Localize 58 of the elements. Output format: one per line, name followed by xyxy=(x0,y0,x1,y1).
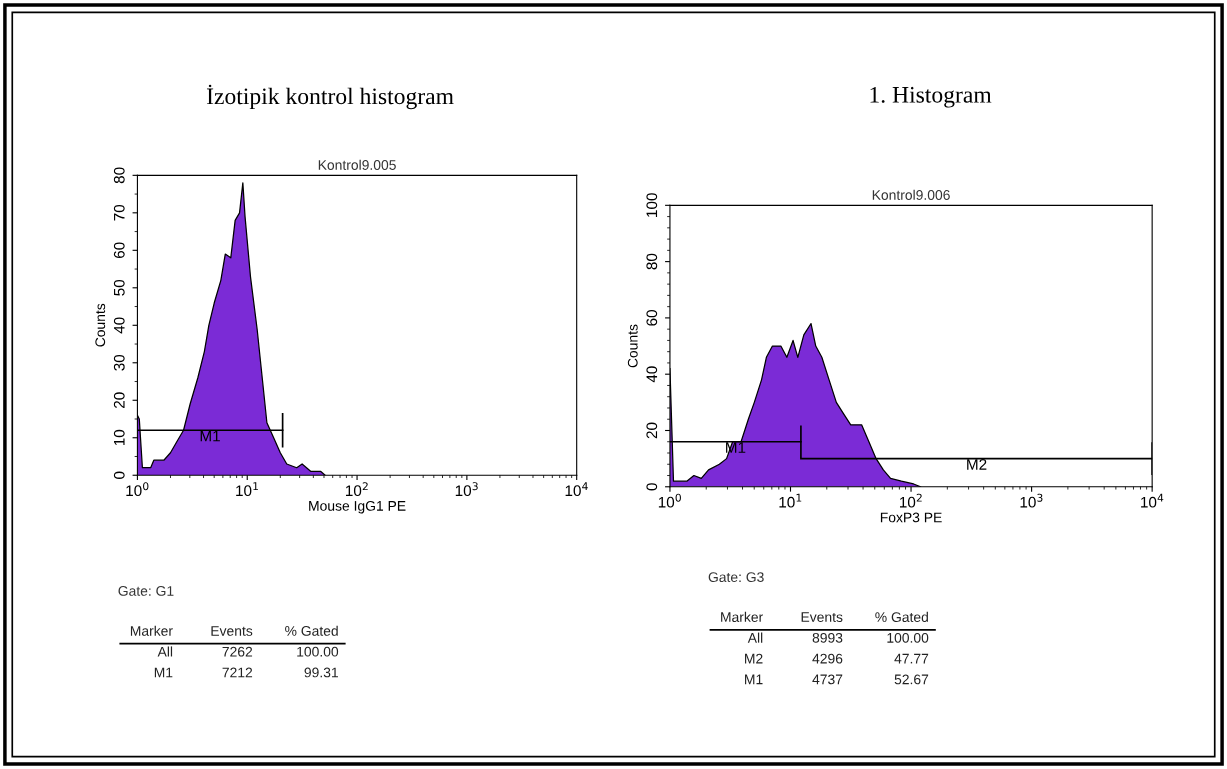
x-axis-title: FoxP3 PE xyxy=(880,512,942,523)
text: 7212 xyxy=(222,667,253,678)
text: Gate: G3 xyxy=(708,572,764,583)
text: Marker xyxy=(721,611,763,622)
y-tick-label: 70 xyxy=(113,204,125,221)
text: % Gated xyxy=(285,625,338,636)
chart-title: 1. Histogram xyxy=(870,86,992,108)
text: Events xyxy=(211,626,253,636)
text: 4296 xyxy=(812,653,843,664)
x-tick-label: 10$^{1}$ xyxy=(779,493,802,508)
text: M1 xyxy=(154,667,173,678)
y-tick-label: 40 xyxy=(113,317,125,334)
y-tick-label: 30 xyxy=(113,354,125,371)
text: Marker xyxy=(130,625,173,636)
text: 100.00 xyxy=(887,632,929,643)
x-axis-title: Mouse IgG1 PE xyxy=(309,500,406,514)
text: 100.00 xyxy=(297,646,339,657)
text: 4737 xyxy=(812,674,843,685)
text: % Gated xyxy=(875,611,928,622)
chart-subtitle: Kontrol9.006 xyxy=(872,189,950,200)
text: 47.77 xyxy=(894,653,929,664)
text: Gate: G1 xyxy=(118,586,174,596)
x-tick-label: 10$^{4}$ xyxy=(1141,493,1164,508)
x-tick-label: 10$^{3}$ xyxy=(455,482,478,497)
y-tick-label: 50 xyxy=(113,279,125,296)
y-axis-title: Counts xyxy=(627,324,638,368)
text: M2 xyxy=(745,653,763,664)
text: 8993 xyxy=(812,632,843,643)
y-tick-label: 60 xyxy=(646,310,658,326)
text: All xyxy=(157,646,173,657)
y-tick-label: 80 xyxy=(646,253,658,270)
text: 7262 xyxy=(222,646,253,657)
text: All xyxy=(747,632,763,643)
x-tick-label: 10$^{2}$ xyxy=(899,493,922,508)
y-tick-label: 0 xyxy=(113,471,125,479)
text: 52.67 xyxy=(894,674,929,685)
x-tick-label: 10$^{4}$ xyxy=(565,482,588,497)
y-tick-label: 100 xyxy=(646,193,658,217)
text: M1 xyxy=(745,674,763,685)
y-tick-label: 0 xyxy=(646,483,658,491)
y-tick-label: 20 xyxy=(646,422,658,439)
x-tick-label: 10$^{3}$ xyxy=(1020,493,1043,508)
y-tick-label: 20 xyxy=(113,392,125,408)
y-tick-label: 60 xyxy=(113,242,125,259)
y-tick-label: 10 xyxy=(113,429,125,446)
x-tick-label: 10$^{0}$ xyxy=(658,493,681,508)
series-label: M2 xyxy=(967,459,987,470)
x-tick-label: 10$^{1}$ xyxy=(236,482,258,497)
text: 99.31 xyxy=(304,667,338,678)
y-axis-title: Counts xyxy=(95,303,106,347)
x-tick-label: 10$^{2}$ xyxy=(346,482,368,497)
text: Events xyxy=(801,612,843,622)
chart-title: İzotipik kontrol histogram xyxy=(206,84,454,110)
y-tick-label: 80 xyxy=(113,167,125,184)
y-tick-label: 40 xyxy=(646,366,658,383)
series-label: M1 xyxy=(200,430,220,442)
chart-subtitle: Kontrol9.005 xyxy=(318,159,396,170)
x-tick-label: 10$^{0}$ xyxy=(126,482,149,497)
